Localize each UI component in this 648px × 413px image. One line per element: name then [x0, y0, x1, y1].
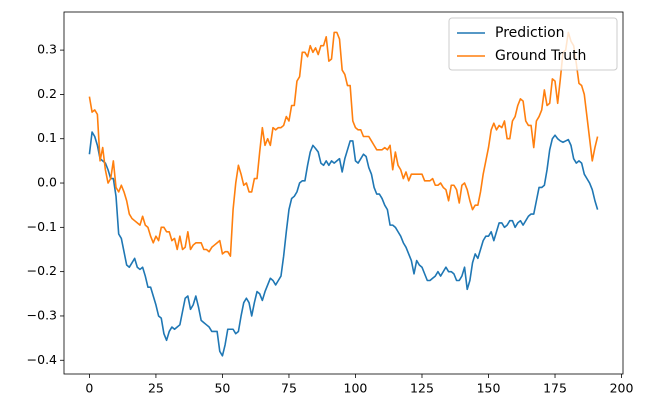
x-tick-label: 25	[148, 381, 164, 396]
legend: Prediction Ground Truth	[448, 17, 618, 71]
x-tick-label: 150	[477, 381, 501, 396]
y-tick-label: −0.4	[27, 352, 57, 367]
x-tick-label: 0	[85, 381, 93, 396]
x-tick-label: 175	[543, 381, 567, 396]
x-tick-label: 50	[214, 381, 230, 396]
data-line	[88, 31, 599, 257]
x-tick-label: 125	[410, 381, 434, 396]
legend-box	[448, 17, 618, 71]
plot-frame	[63, 11, 624, 375]
x-tick-label: 100	[344, 381, 368, 396]
y-tick-label: 0.3	[37, 42, 57, 57]
y-tick-label: 0.2	[37, 86, 57, 101]
y-tick-label: −0.2	[27, 263, 57, 278]
y-tick-label: −0.1	[27, 219, 57, 234]
legend-label: Ground Truth	[495, 48, 586, 64]
y-tick-label: 0.0	[37, 175, 57, 190]
legend-label: Prediction	[495, 25, 565, 41]
x-tick-label: 200	[610, 381, 634, 396]
y-tick-label: −0.3	[27, 307, 57, 322]
x-tick-label: 75	[281, 381, 297, 396]
y-tick-label: 0.1	[37, 130, 57, 145]
data-line	[88, 131, 599, 357]
